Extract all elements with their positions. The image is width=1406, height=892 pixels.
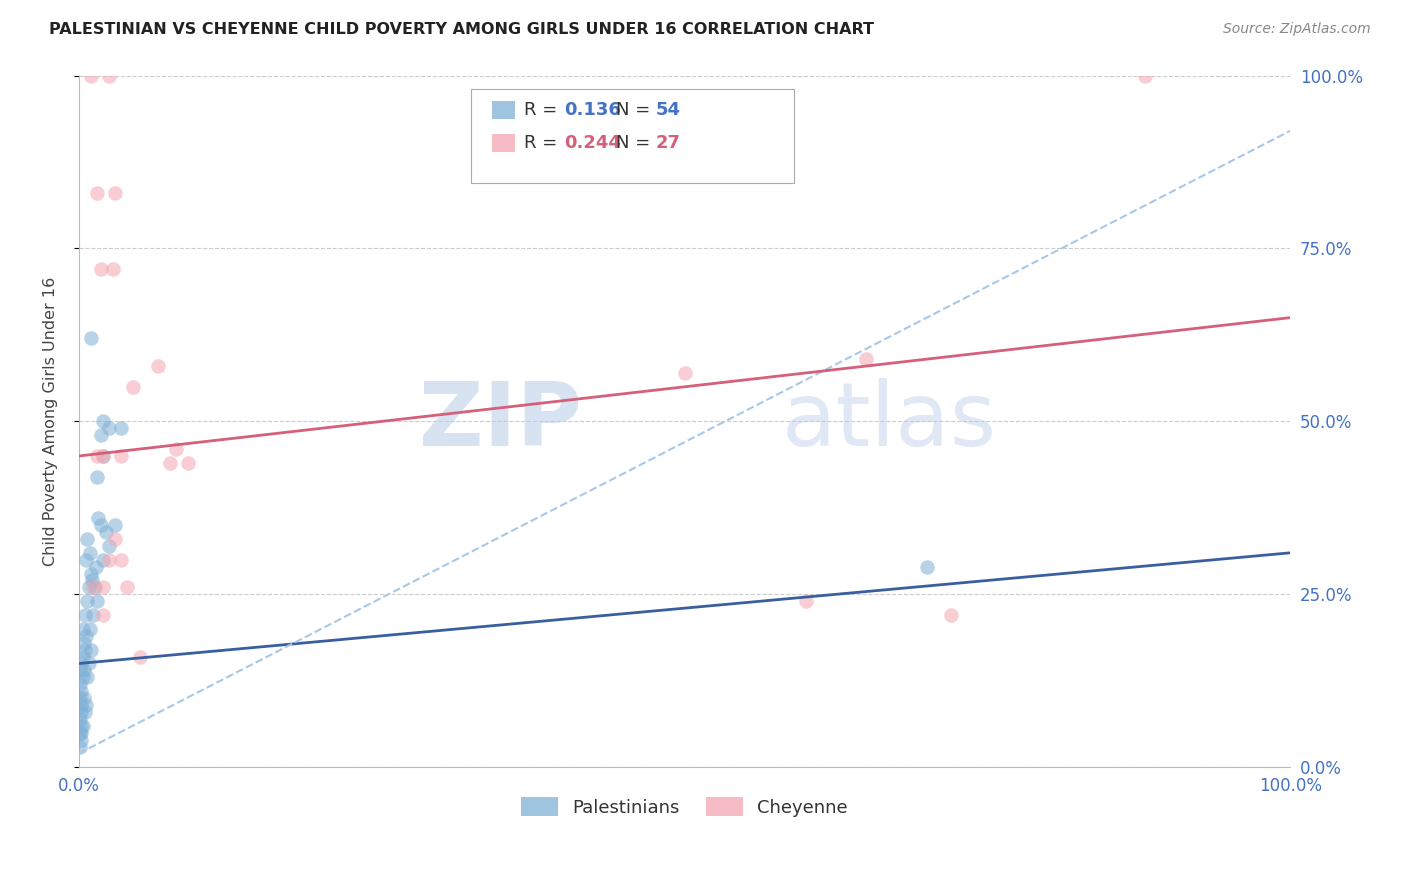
Point — [79, 622, 101, 636]
Point — [79, 546, 101, 560]
Point — [98, 69, 121, 83]
Text: 0.244: 0.244 — [564, 134, 620, 152]
Text: N =: N = — [616, 101, 655, 119]
Point — [72, 649, 94, 664]
Point — [76, 670, 98, 684]
Point — [75, 698, 97, 712]
Point — [69, 698, 91, 712]
Point — [80, 331, 103, 345]
Point — [75, 629, 97, 643]
Point — [82, 608, 104, 623]
Point — [69, 691, 91, 706]
Point — [70, 732, 93, 747]
Point — [80, 642, 103, 657]
Point — [146, 359, 169, 373]
Point — [939, 608, 962, 623]
Point — [86, 594, 108, 608]
Point — [70, 705, 93, 719]
Point — [104, 186, 127, 200]
Text: 54: 54 — [655, 101, 681, 119]
Point — [122, 380, 145, 394]
Point — [86, 449, 108, 463]
Point — [98, 553, 121, 567]
Point — [110, 449, 132, 463]
Point — [80, 69, 103, 83]
Point — [86, 469, 108, 483]
Point — [82, 581, 104, 595]
Point — [73, 664, 96, 678]
Point — [72, 622, 94, 636]
Point — [69, 725, 91, 739]
Point — [77, 657, 100, 671]
Point — [72, 719, 94, 733]
Text: R =: R = — [524, 134, 564, 152]
Point — [104, 518, 127, 533]
Point — [76, 594, 98, 608]
Text: R =: R = — [524, 101, 564, 119]
Point — [98, 539, 121, 553]
Point — [855, 352, 877, 367]
Point — [73, 705, 96, 719]
Point — [72, 670, 94, 684]
Point — [83, 581, 105, 595]
Point — [70, 657, 93, 671]
Point — [159, 456, 181, 470]
Point — [69, 739, 91, 754]
Point — [91, 581, 114, 595]
Point — [98, 421, 121, 435]
Text: Source: ZipAtlas.com: Source: ZipAtlas.com — [1223, 22, 1371, 37]
Point — [82, 574, 104, 588]
Point — [94, 524, 117, 539]
Point — [915, 559, 938, 574]
Point — [70, 684, 93, 698]
Point — [117, 581, 139, 595]
Text: N =: N = — [616, 134, 655, 152]
Point — [76, 532, 98, 546]
Text: 27: 27 — [655, 134, 681, 152]
Point — [165, 442, 187, 456]
Point — [91, 449, 114, 463]
Point — [69, 719, 91, 733]
Y-axis label: Child Poverty Among Girls Under 16: Child Poverty Among Girls Under 16 — [44, 277, 58, 566]
Point — [90, 518, 112, 533]
Point — [104, 532, 127, 546]
Point — [177, 456, 200, 470]
Point — [91, 608, 114, 623]
Point — [80, 566, 103, 581]
Point — [84, 559, 107, 574]
Point — [73, 636, 96, 650]
Point — [1133, 69, 1156, 83]
Point — [86, 186, 108, 200]
Point — [110, 553, 132, 567]
Text: PALESTINIAN VS CHEYENNE CHILD POVERTY AMONG GIRLS UNDER 16 CORRELATION CHART: PALESTINIAN VS CHEYENNE CHILD POVERTY AM… — [49, 22, 875, 37]
Point — [91, 449, 114, 463]
Point — [75, 553, 97, 567]
Point — [70, 725, 93, 739]
Point — [69, 664, 91, 678]
Point — [794, 594, 817, 608]
Point — [77, 581, 100, 595]
Point — [73, 691, 96, 706]
Point — [128, 649, 150, 664]
Point — [90, 262, 112, 277]
Point — [73, 642, 96, 657]
Point — [673, 366, 696, 380]
Text: ZIP: ZIP — [419, 378, 582, 465]
Point — [110, 421, 132, 435]
Text: atlas: atlas — [782, 378, 997, 465]
Point — [69, 677, 91, 691]
Point — [90, 428, 112, 442]
Point — [91, 414, 114, 428]
Legend: Palestinians, Cheyenne: Palestinians, Cheyenne — [515, 790, 855, 824]
Text: 0.136: 0.136 — [564, 101, 620, 119]
Point — [101, 262, 124, 277]
Point — [91, 553, 114, 567]
Point — [69, 712, 91, 726]
Point — [87, 511, 110, 525]
Point — [73, 608, 96, 623]
